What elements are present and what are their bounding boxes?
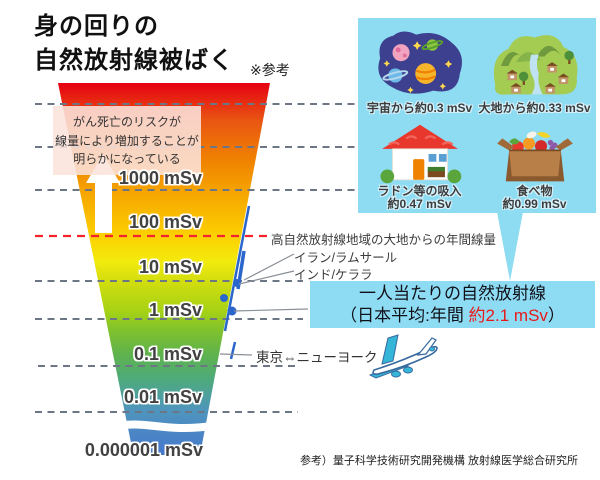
leader-iran [243, 253, 295, 281]
leader-japan-average [233, 308, 309, 312]
scale-label-1msv: 1 mSv [148, 300, 202, 320]
japan-average-line2: （日本平均:年間 約2.1 mSv） [310, 305, 595, 327]
food-box-illustration [496, 131, 573, 182]
japan-average-dot [227, 306, 237, 316]
trees [518, 50, 574, 85]
ground-caption: 大地から約0.33 mSv [478, 100, 591, 115]
radon-house-illustration [379, 124, 461, 183]
village-houses [506, 61, 569, 94]
leader-tokyo-ny [219, 353, 253, 356]
natural-sources-panel: 宇宙から約0.3 mSv [358, 18, 596, 213]
radon-caption-line1: ラドン等の吸入 [377, 183, 462, 198]
stars [383, 41, 452, 93]
japan-average-box: 一人当たりの自然放射線 （日本平均:年間 約2.1 mSv） [310, 281, 595, 328]
title-line2: 自然放射線被ばく [34, 47, 234, 74]
india-kerala-annotation: インド/ケララ [294, 268, 373, 282]
title-line1: 身の回りの [34, 13, 159, 40]
cancer-risk-note: がん死亡のリスクが 線量により増加することが 明らかになっている [53, 106, 201, 175]
tokyo-ny-range-line [229, 341, 237, 360]
scale-label-100msv: 100 mSv [128, 212, 202, 232]
ramsar-range-line [236, 250, 246, 290]
tokyo-newyork-annotation: 東京⇔ニューヨーク [256, 350, 378, 365]
iran-dot [233, 279, 241, 287]
scale-label-01msv: 0.1 mSv [133, 344, 202, 364]
ground-illustration [493, 34, 577, 95]
japan-average-post: ） [547, 306, 565, 325]
leader-india [238, 270, 295, 285]
food-caption-line1: 食べ物 [516, 183, 553, 198]
title-reference-note: ※参考 [250, 62, 290, 78]
radon-caption-line2: 約0.47 mSv [387, 196, 452, 211]
source-radon: ラドン等の吸入 約0.47 mSv [362, 115, 477, 211]
japan-average-pre: （日本平均:年間 [340, 306, 469, 325]
japan-average-line1: 一人当たりの自然放射線 [359, 284, 546, 303]
risk-note-line1: がん死亡のリスクが [72, 115, 181, 129]
airplane-icon [368, 334, 438, 379]
scale-label-0000001msv: 0.000001 mSv [84, 440, 203, 460]
space-illustration [377, 31, 462, 94]
scale-label-001msv: 0.01 mSv [123, 387, 202, 407]
risk-increase-arrow-shaft [95, 181, 112, 233]
risk-note-line2: 線量により増加することが [55, 133, 199, 148]
scale-label-10msv: 10 mSv [138, 257, 202, 277]
space-caption: 宇宙から約0.3 mSv [366, 100, 473, 115]
high-background-annotation: 高自然放射線地域の大地からの年間線量 [271, 233, 497, 247]
credit-text: 参考）量子科学技術研究開発機構 放射線医学総合研究所 [299, 455, 578, 467]
food-caption-line2: 約0.99 mSv [502, 196, 567, 211]
page-title: 身の回りの 自然放射線被ばく [34, 10, 234, 78]
risk-note-line3: 明らかになっている [73, 152, 181, 167]
source-ground: 大地から約0.33 mSv [477, 22, 592, 115]
panel-pointer-tail [497, 212, 523, 281]
iran-ramsar-annotation: イラン/ラムサール [294, 251, 398, 265]
scale-label-1000msv: 1000 mSv [118, 168, 202, 188]
source-space: 宇宙から約0.3 mSv [362, 22, 477, 115]
japan-average-value: 約2.1 mSv [468, 306, 548, 325]
source-food: 食べ物 約0.99 mSv [477, 115, 592, 211]
